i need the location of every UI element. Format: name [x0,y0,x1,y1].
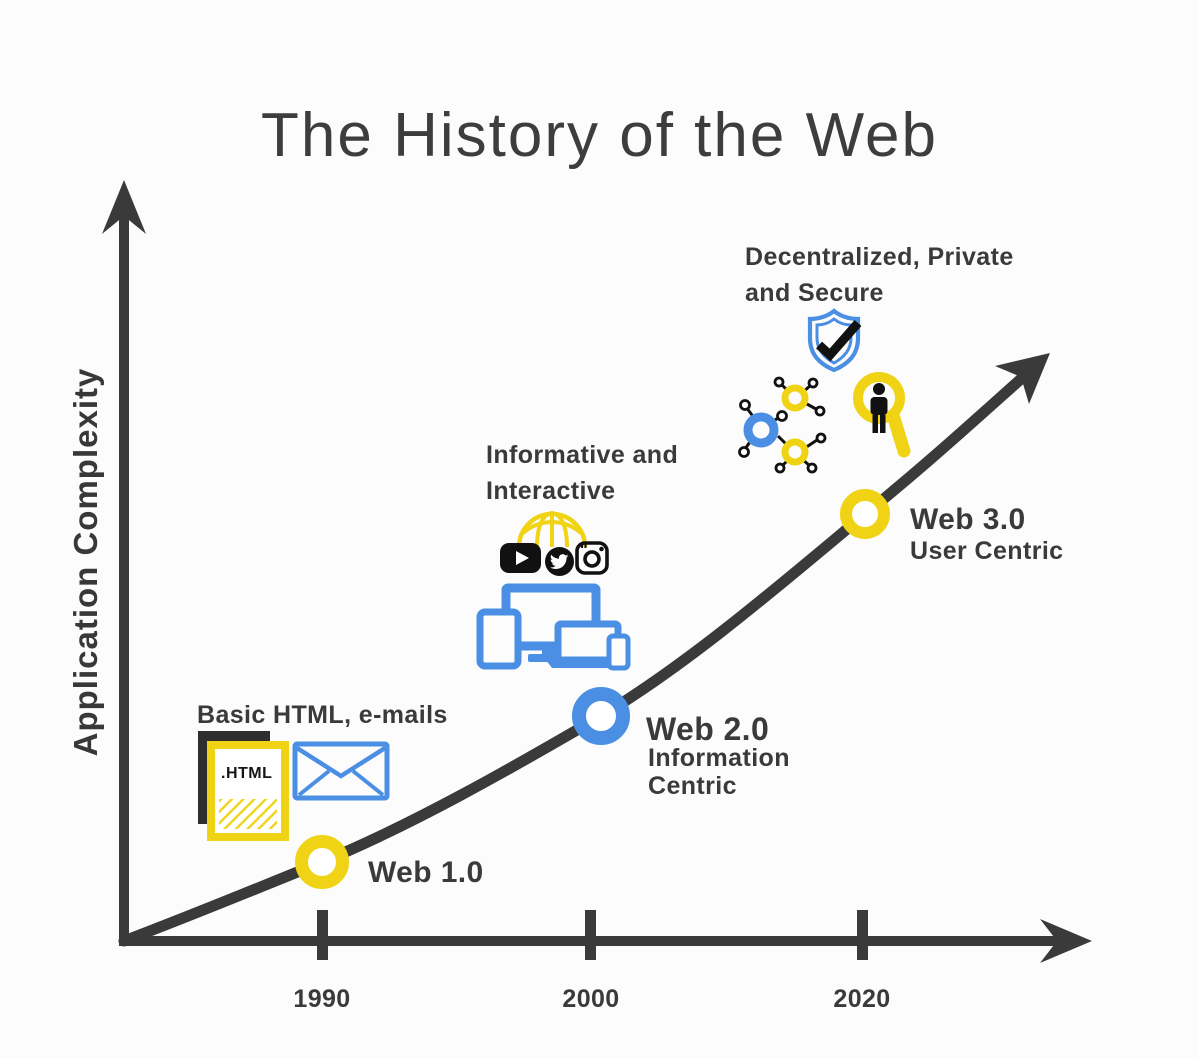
tick-1990 [317,910,328,960]
x-tick-label-2000: 2000 [562,985,620,1013]
web3-feature-line2: and Secure [745,279,884,307]
web3-feature-line1: Decentralized, Private [745,243,1014,271]
devices-icon [476,583,631,671]
web2-tagline: Information Centric [648,744,790,800]
y-axis-line [119,214,129,944]
web2-feature-label: Informative and Interactive [486,437,678,509]
web1-title: Web 1.0 [368,856,484,889]
tick-2020 [857,910,868,960]
html-document-page: .HTML [207,741,289,841]
web3-tagline: User Centric [910,537,1064,565]
tick-2000 [585,910,596,960]
web2-title: Web 2.0 [646,711,770,747]
page-title: The History of the Web [261,101,938,170]
youtube-icon [500,543,541,573]
web2-feature-line1: Informative and [486,441,679,469]
web3-title: Web 3.0 [910,503,1026,536]
y-axis-label: Application Complexity [67,367,104,757]
email-envelope-icon [292,741,390,801]
web2-tagline-line1: Information [648,744,790,772]
y-axis-arrowhead-icon [102,180,146,234]
twitter-icon [545,547,574,576]
web2-marker [572,687,630,745]
html-document-textlines [219,799,277,829]
web2-tagline-line2: Centric [648,772,737,800]
network-nodes-icon [738,376,827,474]
curve-arrowhead-icon [995,353,1050,404]
user-search-icon [853,372,911,458]
web1-marker [295,835,349,889]
html-document-icon: .HTML [198,731,289,841]
web3-marker [840,489,890,539]
web2-feature-line2: Interactive [486,477,616,505]
globe-icon [516,511,588,548]
shield-check-icon [807,308,862,373]
x-tick-label-1990: 1990 [293,985,351,1013]
instagram-icon [575,541,609,575]
web1-feature-label: Basic HTML, e-mails [197,701,448,729]
html-document-label: .HTML [221,765,273,782]
x-axis-arrowhead-icon [1040,919,1092,963]
web3-feature-label: Decentralized, Private and Secure [745,239,1014,311]
x-tick-label-2020: 2020 [833,985,891,1013]
